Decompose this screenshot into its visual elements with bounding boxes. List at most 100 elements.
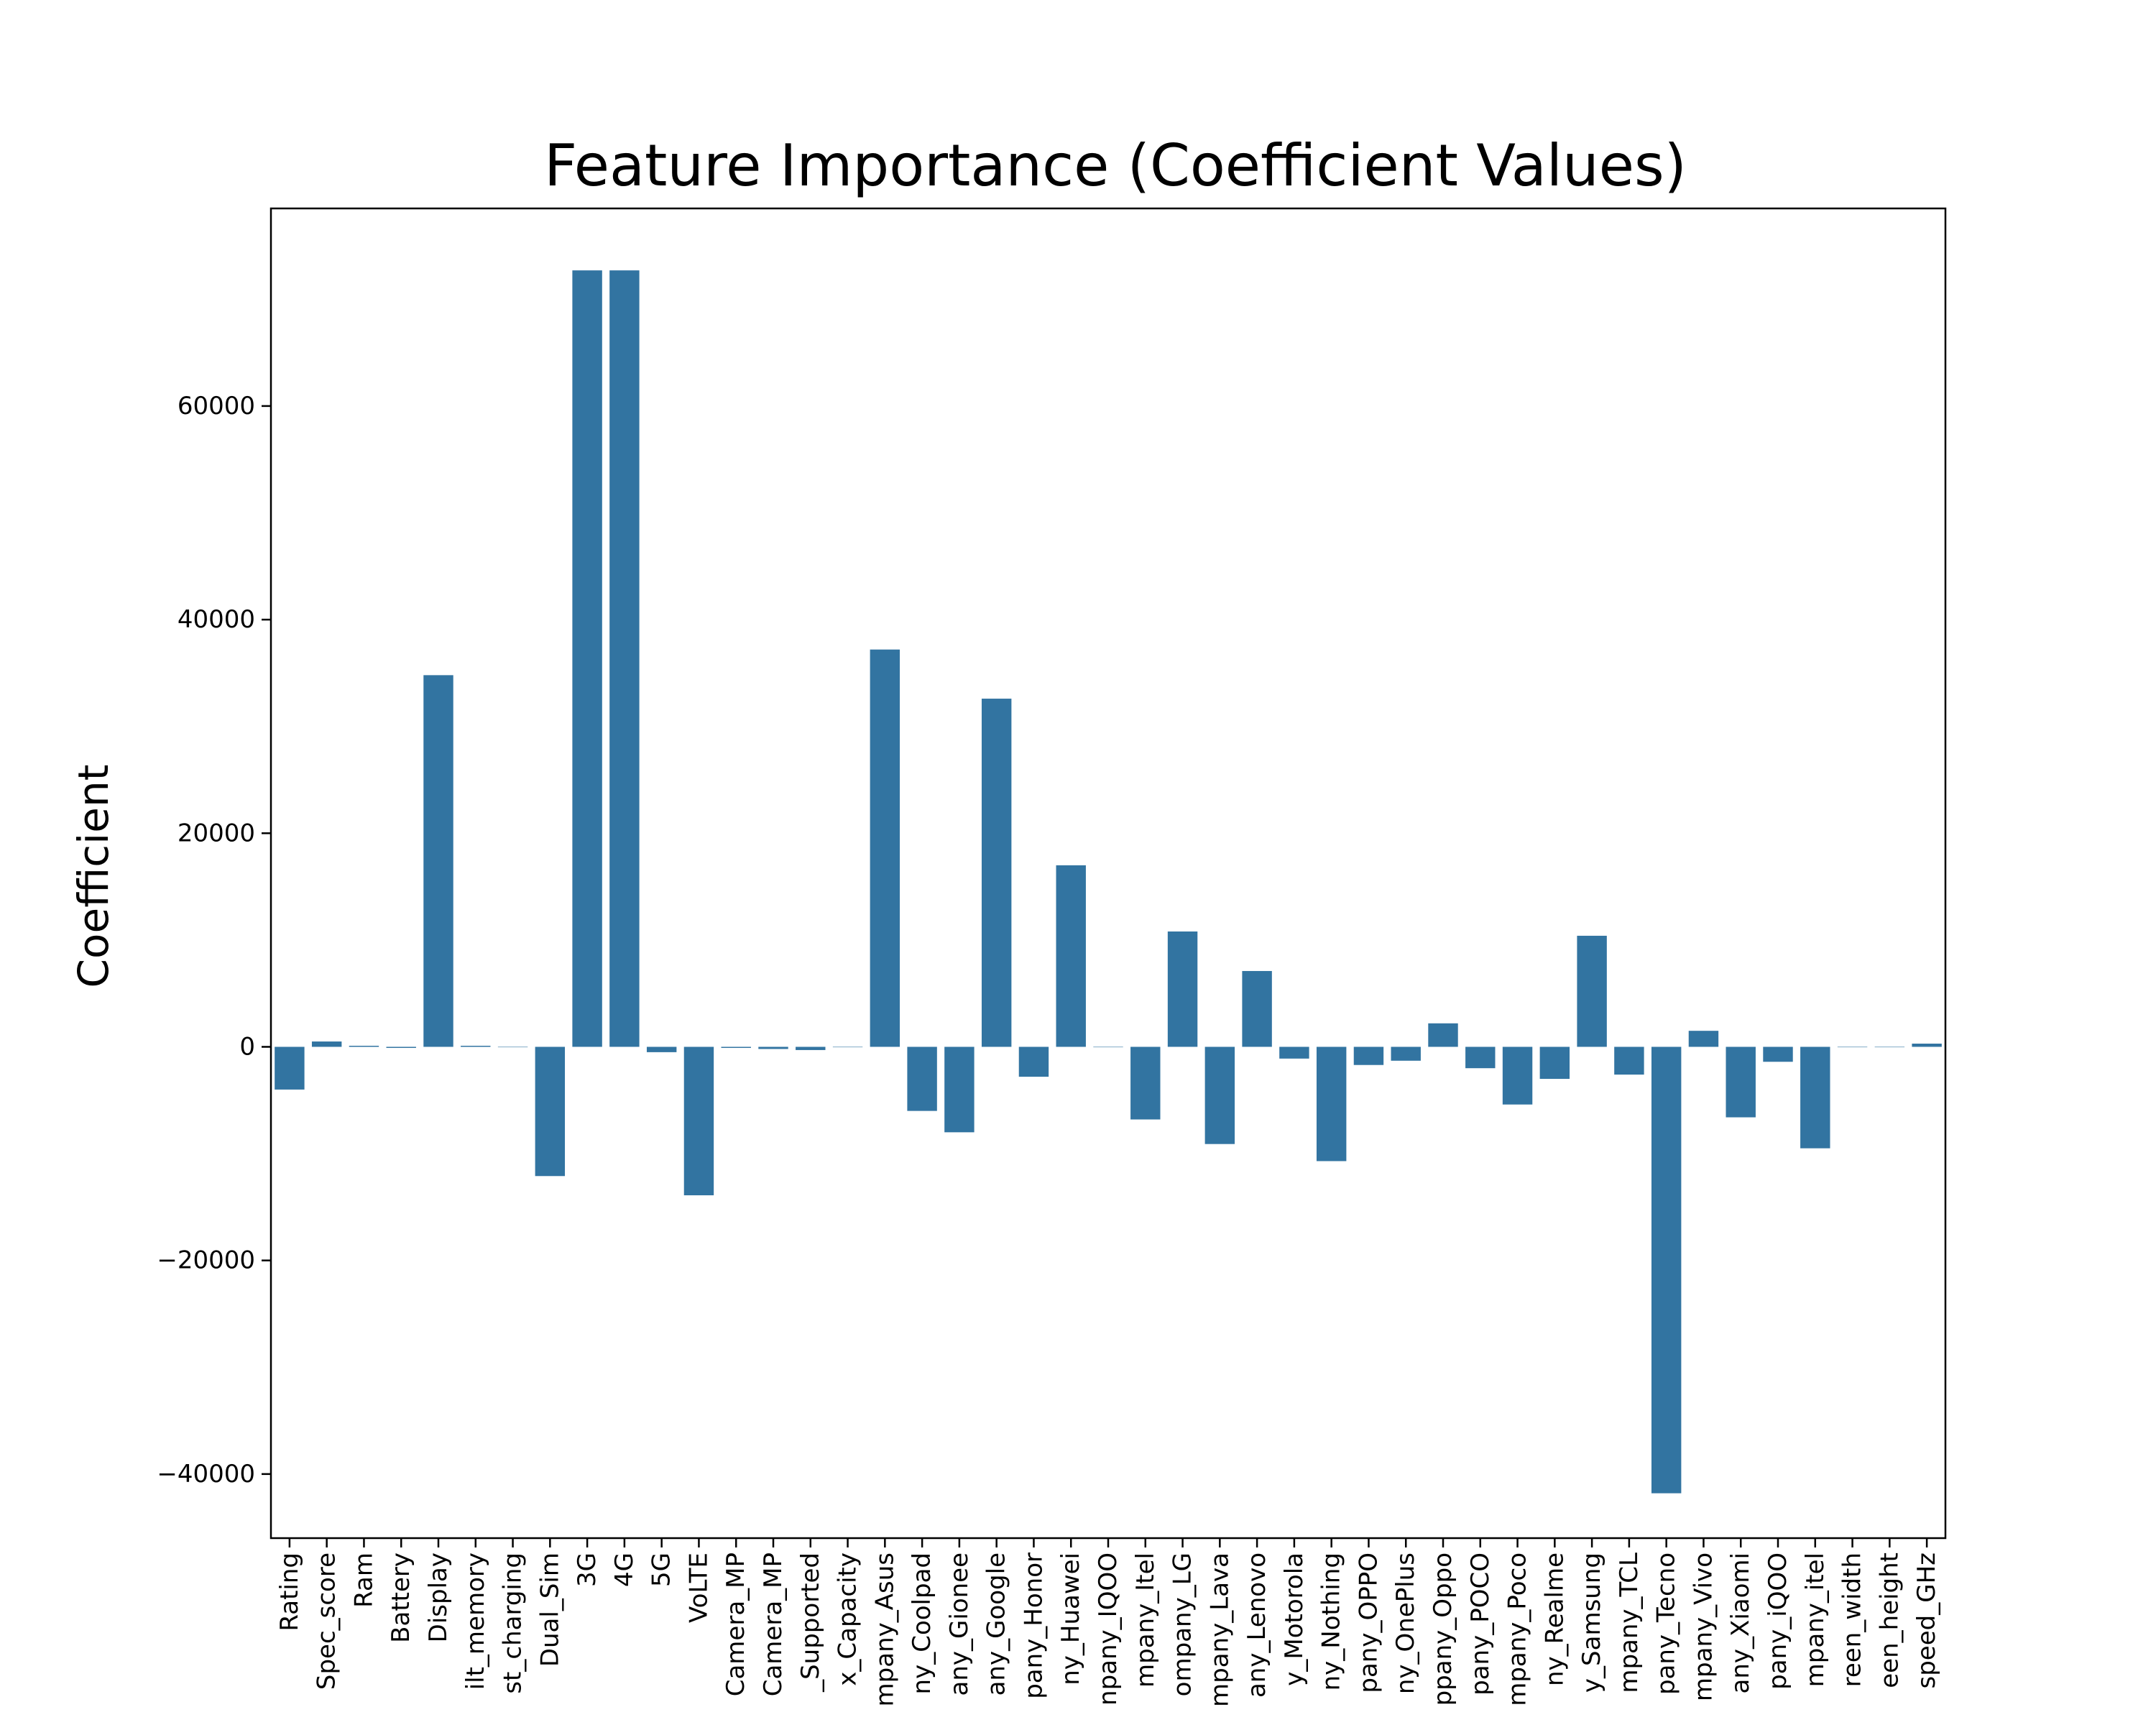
x-tick-label: mpany_TCL <box>1615 1552 1644 1693</box>
x-tick-label: ilt_memory <box>461 1552 490 1690</box>
x-tick-label: 4G <box>610 1552 639 1587</box>
x-tick-label: y_Motorola <box>1280 1552 1309 1686</box>
x-tick-label: mpany_Vivo <box>1689 1552 1718 1701</box>
bar-13 <box>758 1046 788 1049</box>
bar-18 <box>944 1046 975 1133</box>
x-tick-label: any_Xiaomi <box>1726 1552 1755 1693</box>
y-tick-label: 20000 <box>178 819 255 847</box>
x-tick-label: pany_POCO <box>1466 1552 1495 1696</box>
bar-0 <box>275 1046 305 1090</box>
bar-36 <box>1614 1046 1644 1075</box>
bar-26 <box>1242 970 1272 1047</box>
x-tick-label: pany_iQOO <box>1764 1552 1792 1690</box>
bar-23 <box>1130 1046 1161 1120</box>
x-tick-label: ny_Huawei <box>1056 1552 1085 1685</box>
y-tick-label: −40000 <box>157 1460 255 1489</box>
x-tick-label: y_Samsung <box>1577 1552 1606 1693</box>
x-tick-label: Dual_Sim <box>535 1552 564 1667</box>
bar-11 <box>683 1046 714 1196</box>
bar-41 <box>1800 1046 1830 1149</box>
x-tick-label: ompany_LG <box>1169 1552 1197 1696</box>
x-tick-label: reen_width <box>1838 1552 1867 1687</box>
bar-1 <box>311 1041 342 1047</box>
x-tick-label: Spec_score <box>313 1552 341 1690</box>
x-tick-label: x_Capacity <box>834 1552 862 1686</box>
x-tick-label: any_Gionee <box>945 1552 974 1696</box>
y-tick-label: 60000 <box>178 392 255 420</box>
bar-7 <box>535 1046 566 1177</box>
x-tick-label: Battery <box>387 1552 415 1643</box>
x-tick-label: Camera_MP <box>722 1552 750 1696</box>
bar-16 <box>870 649 900 1047</box>
x-tick-label: ppany_Oppo <box>1429 1552 1457 1706</box>
bar-43 <box>1874 1046 1905 1048</box>
x-tick-label: pany_Honor <box>1019 1552 1048 1699</box>
x-tick-label: any_Lenovo <box>1243 1552 1271 1698</box>
x-tick-label: Ram <box>349 1552 378 1608</box>
x-tick-label: mpany_Poco <box>1503 1552 1532 1706</box>
bar-28 <box>1316 1046 1347 1162</box>
bar-21 <box>1056 865 1086 1047</box>
bar-17 <box>907 1046 937 1111</box>
bar-6 <box>497 1046 528 1048</box>
y-axis-label: Coefficient <box>69 765 118 988</box>
x-tick-label: mpany_Itel <box>1131 1552 1160 1688</box>
x-tick-label: npany_IQOO <box>1094 1552 1123 1706</box>
x-tick-label: mpany_Lava <box>1205 1552 1234 1707</box>
x-tick-label: Camera_MP <box>759 1552 788 1696</box>
x-tick-label: speed_GHz <box>1912 1552 1941 1688</box>
bar-27 <box>1279 1046 1309 1059</box>
bar-12 <box>721 1046 751 1048</box>
x-tick-label: ny_OnePlus <box>1391 1552 1420 1694</box>
bar-39 <box>1726 1046 1756 1118</box>
x-tick-label: mpany_Asus <box>870 1552 899 1706</box>
x-tick-label: ny_Coolpad <box>908 1552 936 1694</box>
bar-40 <box>1763 1046 1793 1062</box>
bar-30 <box>1391 1046 1421 1061</box>
x-tick-label: VoLTE <box>684 1552 713 1623</box>
bar-38 <box>1688 1031 1719 1047</box>
x-tick-label: pany_OPPO <box>1354 1552 1383 1693</box>
bar-8 <box>572 270 602 1047</box>
bar-25 <box>1204 1046 1235 1144</box>
x-tick-label: 5G <box>648 1552 676 1587</box>
y-tick-label: 0 <box>239 1032 255 1061</box>
x-tick-label: st_charging <box>499 1552 528 1694</box>
chart-title: Feature Importance (Coefficient Values) <box>544 132 1687 199</box>
bar-37 <box>1651 1046 1682 1494</box>
bar-29 <box>1353 1046 1384 1065</box>
bar-15 <box>832 1046 863 1048</box>
bar-14 <box>796 1046 826 1050</box>
y-tick-label: 40000 <box>178 605 255 634</box>
bar-3 <box>386 1046 416 1048</box>
bar-19 <box>981 699 1012 1047</box>
x-tick-label: 3G <box>573 1552 602 1587</box>
x-tick-label: ny_Nothing <box>1317 1552 1346 1690</box>
x-tick-label: ny_Realme <box>1540 1552 1569 1686</box>
x-tick-label: any_Google <box>982 1552 1011 1696</box>
bar-22 <box>1093 1046 1123 1048</box>
bars-group <box>275 270 1942 1494</box>
plot-frame <box>270 207 1947 1540</box>
x-tick-label: een_height <box>1875 1552 1904 1688</box>
bar-4 <box>423 675 453 1047</box>
x-tick-label: pany_Tecno <box>1652 1552 1681 1695</box>
x-tick-label: mpany_itel <box>1801 1552 1830 1687</box>
bar-32 <box>1465 1046 1496 1069</box>
bar-9 <box>609 270 640 1047</box>
bar-42 <box>1837 1046 1868 1048</box>
bar-33 <box>1502 1046 1533 1105</box>
x-tick-label: Display <box>424 1552 453 1642</box>
bar-44 <box>1912 1044 1942 1047</box>
bar-34 <box>1539 1046 1570 1080</box>
x-tick-label: _Supported <box>796 1552 825 1693</box>
bar-24 <box>1167 931 1198 1047</box>
y-tick-label: −20000 <box>157 1246 255 1275</box>
ticks-group: Rating Spec_score Ram Battery Display ilt_mem… <box>157 392 1941 1707</box>
bar-35 <box>1577 935 1607 1047</box>
bar-10 <box>646 1046 677 1052</box>
bar-31 <box>1428 1023 1458 1047</box>
x-tick-label: Rating <box>275 1552 304 1632</box>
